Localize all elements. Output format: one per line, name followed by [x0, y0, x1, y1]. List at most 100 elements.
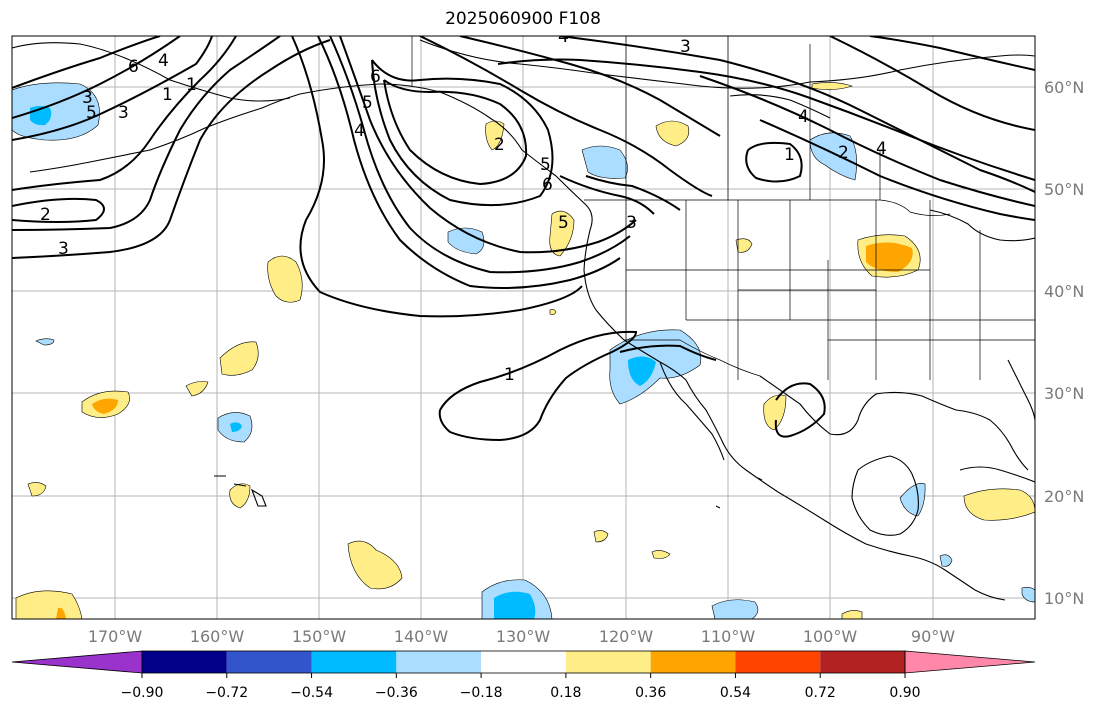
colorbar-tick-label: −0.72	[205, 685, 248, 701]
lon-label-110w: 110°W	[701, 627, 756, 646]
contour-low-1	[371, 59, 554, 207]
border-canada-us	[584, 199, 951, 216]
contour-label: 3	[82, 88, 93, 108]
contour-west-4	[12, 36, 237, 191]
contour-mid-2	[585, 175, 681, 211]
colorbar: −0.90 −0.72 −0.54 −0.36 −0.18 0.18 0.36 0.54 0.7…	[11, 650, 1036, 701]
coast-alaska-gulf	[299, 83, 557, 177]
contour-label: 6	[128, 57, 139, 77]
colorbar-segment	[565, 651, 651, 673]
contour-northeast-2	[829, 36, 1035, 131]
colorbar-segment	[226, 651, 312, 673]
map-frame	[11, 35, 1036, 620]
shade-positive-1	[267, 255, 303, 303]
shade-positive-2	[219, 341, 259, 376]
shade-positive-6	[27, 482, 47, 497]
contour-label: 4	[354, 121, 365, 141]
shade-positive-8-core	[56, 607, 66, 619]
colorbar-tick-label: −0.36	[375, 685, 418, 701]
height-contours	[12, 36, 1035, 442]
contour-one-2	[619, 344, 717, 361]
lat-label-20n: 20°N	[1044, 487, 1084, 506]
map-title: 2025060900 F108	[445, 9, 601, 29]
colorbar-segment	[396, 651, 482, 673]
colorbar-segment	[481, 651, 566, 673]
contour-label: 2	[494, 135, 505, 155]
colorbar-segment	[650, 651, 736, 673]
lon-label-90w: 90°W	[911, 627, 955, 646]
lon-label-170w: 170°W	[88, 627, 143, 646]
colorbar-segment	[311, 651, 397, 673]
contour-label: 2	[838, 143, 849, 163]
border-us-mexico	[624, 339, 761, 377]
lon-label-130w: 130°W	[496, 627, 551, 646]
contour-label: 1	[186, 75, 197, 95]
contour-trough-4	[339, 36, 637, 254]
coast-canada-north	[419, 39, 1035, 89]
lat-label-60n: 60°N	[1044, 78, 1084, 97]
contour-ridge-5	[699, 75, 1035, 207]
contour-label: 5	[86, 103, 97, 123]
lon-label-120w: 120°W	[599, 627, 654, 646]
contour-label-group: 6 4 5 3 1 6 5 4 4 3 2 3 5 2 3 1 4 5 6 1 …	[40, 27, 887, 385]
contour-west-5	[12, 197, 105, 223]
contour-label: 3	[626, 213, 637, 233]
shade-positive-4	[185, 381, 209, 397]
map-area: 6 4 5 3 1 6 5 4 4 3 2 3 5 2 3 1 4 5 6 1 …	[12, 27, 1035, 619]
contour-label: 3	[680, 37, 691, 57]
contour-ridge-1	[419, 36, 713, 197]
colorbar-tick-label: −0.18	[460, 685, 503, 701]
lon-label-150w: 150°W	[292, 627, 347, 646]
contour-west-6	[12, 36, 281, 231]
shade-positive-9	[549, 210, 575, 257]
contour-label: 1	[784, 145, 795, 165]
longitude-labels: 170°W 160°W 150°W 140°W 130°W 120°W 110°…	[88, 627, 955, 646]
shade-positive-10	[655, 120, 690, 147]
contour-label: 5	[540, 155, 551, 175]
contour-label: 4	[558, 27, 569, 47]
contour-northeast-1	[869, 36, 1035, 71]
contour-label: 6	[370, 67, 381, 87]
shade-positive-7	[347, 540, 403, 590]
contour-ridge-3	[497, 58, 1035, 181]
shade-negative-alaska	[581, 145, 628, 179]
contour-label: 5	[558, 213, 569, 233]
lat-label-50n: 50°N	[1044, 180, 1084, 199]
colorbar-segment	[735, 651, 821, 673]
contour-label: 5	[362, 93, 373, 113]
latitude-labels: 60°N 50°N 40°N 30°N 20°N 10°N	[1044, 78, 1084, 608]
shade-positive-16	[593, 530, 609, 543]
coast-aleutians	[29, 93, 301, 173]
island-hawaii	[214, 475, 267, 507]
coastlines	[12, 39, 1035, 601]
contour-west-7	[12, 39, 331, 259]
shade-positive-19	[841, 610, 863, 619]
coast-alaska-west	[12, 42, 291, 102]
shade-positive-17	[651, 550, 671, 559]
colorbar-extend-high	[904, 650, 1036, 674]
contour-trough-2	[317, 36, 621, 289]
contour-label: 1	[162, 85, 173, 105]
lon-label-160w: 160°W	[190, 627, 245, 646]
contour-label: 1	[504, 365, 515, 385]
contour-label: 4	[876, 139, 887, 159]
colorbar-segment	[820, 651, 905, 673]
island-small-1	[715, 477, 763, 509]
shade-positive-13	[735, 238, 753, 253]
contour-ridge-2	[459, 36, 721, 137]
shade-negative-yucatan	[899, 483, 926, 517]
coast-yucatan	[851, 455, 919, 536]
coast-cuba	[959, 466, 1035, 483]
shade-positive-15	[763, 394, 787, 431]
border-provinces	[625, 36, 881, 200]
lat-label-10n: 10°N	[1044, 589, 1084, 608]
contour-ridge-4	[559, 36, 1035, 193]
shade-negative-se	[711, 599, 759, 619]
colorbar-extend-low	[11, 650, 143, 674]
contour-ridge-6	[759, 119, 1035, 221]
shade-negative-pacific-a	[447, 227, 485, 255]
contour-label: 4	[158, 51, 169, 71]
contour-one-1	[438, 330, 638, 442]
political-boundaries	[411, 36, 1035, 380]
coast-bc	[555, 175, 593, 271]
